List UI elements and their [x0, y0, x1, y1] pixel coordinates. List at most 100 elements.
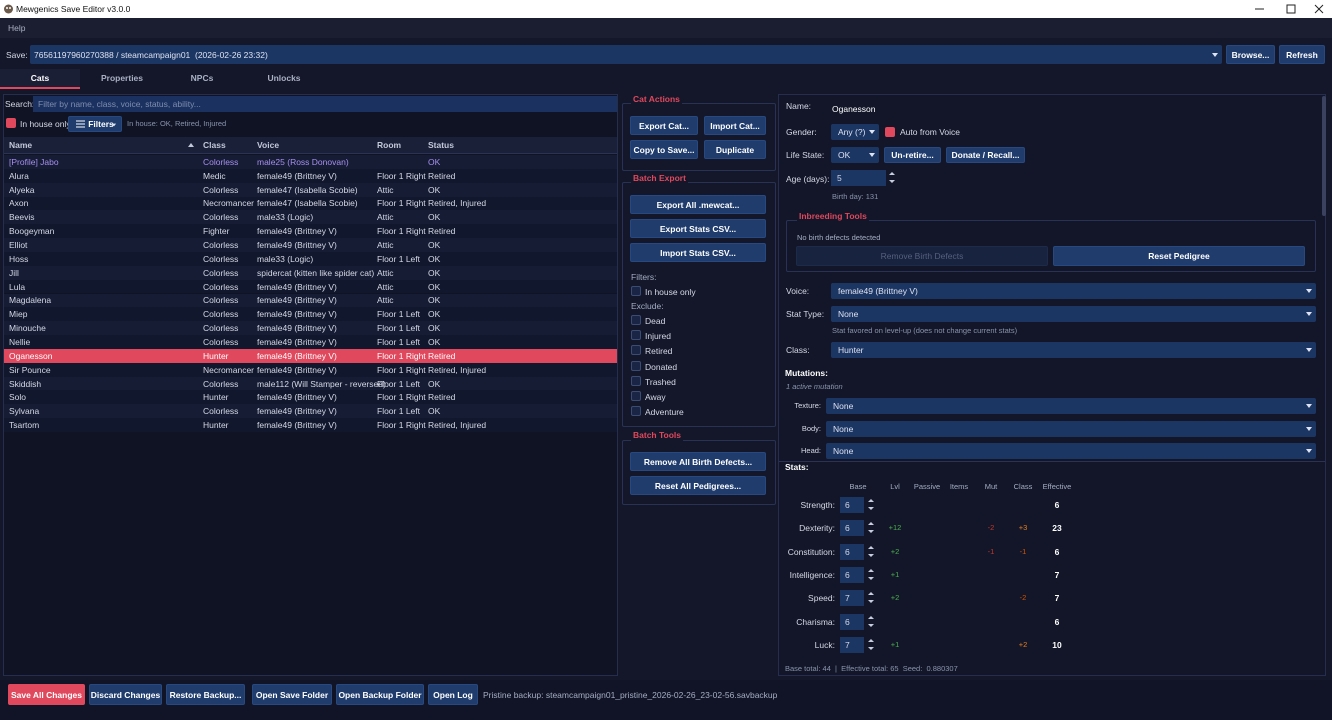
column-header[interactable]: Status	[428, 140, 454, 150]
table-row[interactable]	[4, 182, 617, 197]
in-house-checkbox[interactable]	[631, 286, 641, 296]
action-button[interactable]: Import Cat...	[704, 116, 766, 135]
age-input[interactable]: 5	[831, 170, 886, 186]
menu-item[interactable]: Help	[8, 23, 26, 33]
spin-down[interactable]	[868, 576, 874, 580]
tool-button[interactable]: Reset All Pedigrees...	[630, 476, 766, 495]
table-row[interactable]	[4, 238, 617, 252]
class-select[interactable]: Hunter	[831, 342, 1316, 358]
export-button[interactable]: Import Stats CSV...	[630, 243, 766, 262]
column-header[interactable]: Voice	[257, 140, 280, 150]
dropdown-arrow[interactable]	[111, 123, 117, 127]
footer-button[interactable]: Open Log	[428, 684, 478, 705]
table-row[interactable]	[4, 265, 617, 280]
gender-select[interactable]: Any (?)	[831, 124, 879, 140]
table-row[interactable]	[4, 376, 617, 391]
spin-down[interactable]	[868, 507, 874, 510]
spin-up[interactable]	[868, 592, 874, 596]
dropdown-arrow[interactable]	[1306, 404, 1312, 408]
stat-type-select[interactable]: None	[831, 306, 1316, 322]
unretire-button[interactable]: Un-retire...	[884, 147, 941, 163]
scrollbar[interactable]	[1322, 96, 1326, 216]
donate-button[interactable]: Donate / Recall...	[946, 147, 1025, 163]
spin-up[interactable]	[868, 545, 874, 549]
tab[interactable]: Properties	[100, 73, 144, 83]
spin-up[interactable]	[889, 172, 895, 175]
spin-up[interactable]	[868, 499, 874, 502]
life-state-select[interactable]: OK	[831, 147, 879, 163]
auto-voice-checkbox[interactable]	[885, 127, 895, 137]
stat-input[interactable]: 6	[840, 613, 864, 630]
table-row[interactable]	[4, 196, 617, 211]
reset-pedigree-button[interactable]: Reset Pedigree	[1053, 246, 1305, 266]
table-row[interactable]	[4, 404, 617, 419]
mutation-select[interactable]: None	[826, 443, 1316, 460]
browse-button[interactable]: Browse...	[1226, 45, 1275, 64]
spin-up[interactable]	[868, 568, 874, 572]
action-button[interactable]: Copy to Save...	[630, 140, 698, 159]
exclude-checkbox[interactable]	[631, 315, 641, 325]
mutation-select[interactable]: None	[826, 398, 1316, 414]
exclude-checkbox[interactable]	[631, 360, 641, 371]
dropdown-arrow[interactable]	[1306, 449, 1312, 454]
column-header[interactable]: Class	[203, 140, 226, 150]
table-row[interactable]	[4, 348, 617, 363]
table-row[interactable]	[4, 279, 617, 294]
table-row[interactable]	[4, 168, 617, 183]
tab[interactable]: Unlocks	[267, 73, 301, 83]
table-row[interactable]	[4, 362, 617, 377]
table-row[interactable]	[4, 418, 617, 432]
tool-button[interactable]: Remove All Birth Defects...	[630, 452, 766, 471]
remove-defects-button[interactable]: Remove Birth Defects	[796, 246, 1048, 266]
dropdown-arrow[interactable]	[869, 130, 875, 134]
column-header[interactable]: Name	[9, 140, 33, 150]
stat-input[interactable]: 6	[840, 566, 864, 583]
dropdown-arrow[interactable]	[1306, 289, 1312, 293]
table-row[interactable]	[4, 321, 617, 336]
export-button[interactable]: Export All .mewcat...	[630, 195, 766, 214]
spin-down[interactable]	[868, 530, 874, 534]
footer-button[interactable]: Save All Changes	[8, 684, 85, 705]
table-row[interactable]	[4, 335, 617, 349]
stat-input[interactable]: 7	[840, 590, 864, 607]
save-select[interactable]: 76561197960270388 / steamcampaign01 (202…	[30, 45, 1222, 64]
column-header[interactable]: Room	[377, 140, 402, 150]
tab[interactable]: NPCs	[190, 73, 214, 83]
dropdown-arrow[interactable]	[1212, 52, 1218, 57]
dropdown-arrow[interactable]	[869, 153, 875, 157]
table-row[interactable]	[4, 210, 617, 225]
stat-input[interactable]: 6	[840, 543, 864, 560]
footer-button[interactable]: Open Save Folder	[252, 684, 332, 705]
table-row[interactable]	[4, 390, 617, 405]
action-button[interactable]: Export Cat...	[630, 116, 698, 135]
search-input[interactable]: Filter by name, class, voice, status, ab…	[33, 96, 617, 112]
tab[interactable]: Cats	[0, 69, 80, 89]
exclude-checkbox[interactable]	[631, 330, 641, 341]
spin-down[interactable]	[868, 600, 874, 604]
spin-up[interactable]	[868, 522, 874, 526]
footer-button[interactable]: Restore Backup...	[166, 684, 245, 705]
dropdown-arrow[interactable]	[1306, 426, 1312, 431]
exclude-checkbox[interactable]	[631, 391, 641, 401]
mutation-select[interactable]: None	[826, 420, 1316, 437]
footer-button[interactable]: Discard Changes	[89, 684, 162, 705]
spin-down[interactable]	[868, 553, 874, 557]
filters-button[interactable]: Filters	[68, 116, 122, 132]
dropdown-arrow[interactable]	[1306, 348, 1312, 352]
table-row[interactable]	[4, 293, 617, 308]
dropdown-arrow[interactable]	[1306, 312, 1312, 316]
export-button[interactable]: Export Stats CSV...	[630, 219, 766, 238]
in-house-checkbox[interactable]	[6, 118, 16, 128]
table-row[interactable]	[4, 155, 617, 169]
exclude-checkbox[interactable]	[631, 345, 641, 356]
spin-down[interactable]	[868, 646, 874, 650]
spin-up[interactable]	[868, 638, 874, 642]
spin-down[interactable]	[868, 623, 874, 627]
stat-input[interactable]: 6	[840, 497, 864, 513]
refresh-button[interactable]: Refresh	[1279, 45, 1325, 64]
table-row[interactable]	[4, 224, 617, 239]
stat-input[interactable]: 6	[840, 520, 864, 537]
window-controls[interactable]	[1250, 0, 1332, 18]
footer-button[interactable]: Open Backup Folder	[336, 684, 424, 705]
action-button[interactable]: Duplicate	[704, 140, 766, 159]
